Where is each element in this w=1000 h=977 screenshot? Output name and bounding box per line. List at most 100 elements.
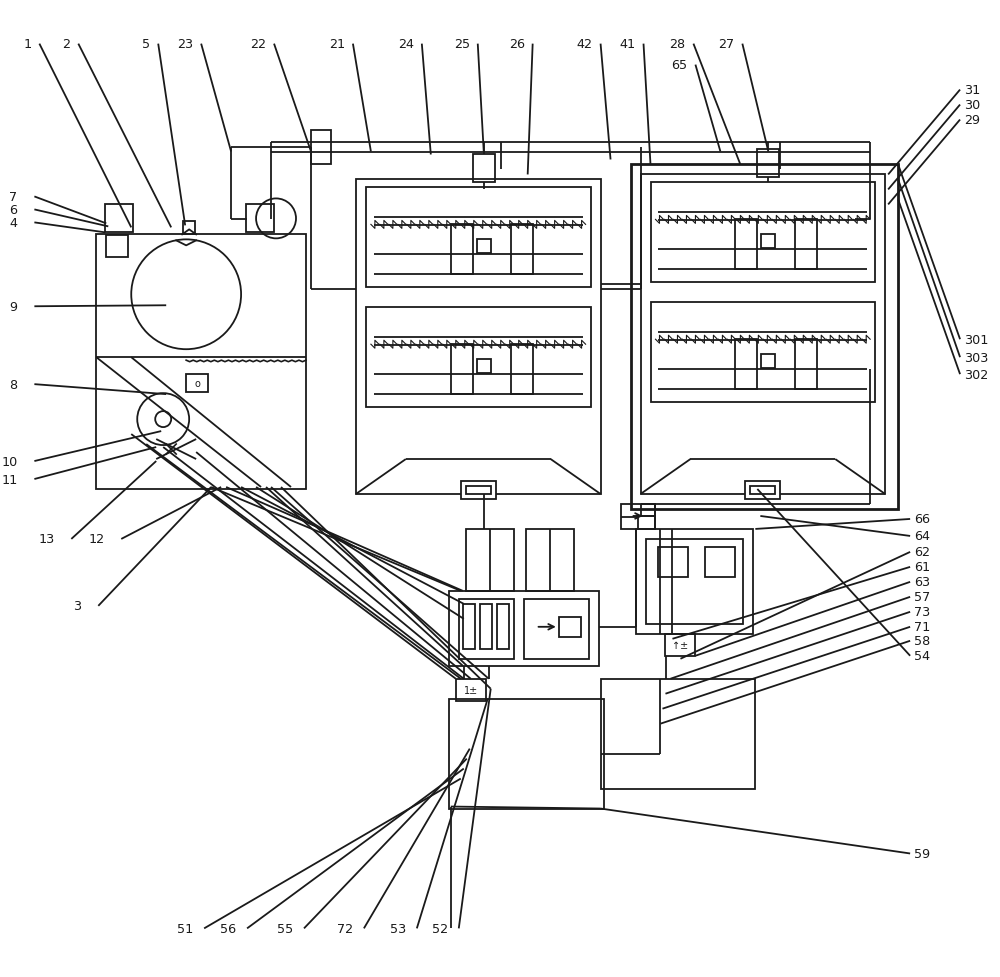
Bar [636,530,753,634]
Bar [461,482,496,499]
Bar [473,155,495,184]
Bar [466,530,514,591]
Bar [480,604,492,649]
Text: 1±: 1± [464,685,478,695]
Text: 5: 5 [142,38,150,51]
Text: 11: 11 [1,473,17,486]
Text: 301: 301 [964,333,988,347]
Text: 1: 1 [23,38,31,51]
Text: 302: 302 [964,368,988,381]
Text: 3: 3 [73,600,81,613]
Text: 30: 30 [964,99,980,112]
Bar [246,205,274,234]
Text: 31: 31 [964,84,980,97]
Bar [463,604,475,649]
Text: 25: 25 [454,38,470,51]
Bar [795,340,817,390]
Bar [96,235,306,489]
Text: 61: 61 [914,561,930,573]
Text: 303: 303 [964,352,988,364]
Bar [186,375,208,393]
Text: 62: 62 [914,546,930,559]
Bar [451,225,473,275]
Text: 72: 72 [337,922,353,935]
Text: 54: 54 [914,650,930,662]
Text: 71: 71 [914,620,930,634]
Text: 52: 52 [432,922,448,935]
Bar [665,634,695,657]
Bar [497,604,509,649]
Text: 13: 13 [38,532,54,546]
Bar [477,360,491,374]
Bar [524,599,589,659]
Text: 65: 65 [671,59,687,72]
Text: 6: 6 [9,203,17,217]
Text: 8: 8 [9,378,17,391]
Text: 7: 7 [9,191,17,204]
Text: 55: 55 [277,922,293,935]
Text: 42: 42 [577,38,593,51]
Bar [366,308,591,407]
Text: 12: 12 [88,532,104,546]
Text: 66: 66 [914,513,930,526]
Text: 56: 56 [220,922,236,935]
Text: 10: 10 [1,455,17,468]
Bar [456,679,486,701]
Bar [795,220,817,270]
Text: 41: 41 [619,38,636,51]
Text: 27: 27 [718,38,734,51]
Text: 73: 73 [914,606,930,618]
Bar [366,189,591,288]
Bar [601,679,755,788]
Text: 64: 64 [914,530,930,543]
Bar [183,222,195,235]
Bar [466,487,491,494]
Bar [646,539,743,624]
Bar [745,482,780,499]
Text: 58: 58 [914,635,930,648]
Bar [459,599,514,659]
Bar [757,150,779,178]
Bar [311,130,331,165]
Text: 57: 57 [914,591,930,604]
Bar [559,617,581,637]
Text: 2: 2 [62,38,70,51]
Bar [449,591,599,666]
Bar [651,184,875,283]
Bar [651,303,875,403]
Bar [735,340,757,390]
Bar [477,240,491,254]
Text: 59: 59 [914,847,930,860]
Text: 4: 4 [9,217,17,230]
Bar [761,235,775,249]
Bar [511,225,533,275]
Bar [631,165,898,509]
Text: 23: 23 [177,38,193,51]
Text: ↑±: ↑± [672,640,689,650]
Text: 28: 28 [669,38,685,51]
Text: o: o [194,379,200,389]
Bar [641,175,885,494]
Text: 9: 9 [9,301,17,314]
Text: 26: 26 [509,38,525,51]
Bar [658,547,688,577]
Bar [526,530,574,591]
Bar [750,487,775,494]
Bar [735,220,757,270]
Bar [105,205,133,234]
Bar [451,345,473,395]
Bar [761,355,775,368]
Bar [621,504,655,530]
Bar [106,236,128,258]
Bar [449,699,604,809]
Text: 29: 29 [964,114,980,127]
Text: 22: 22 [250,38,266,51]
Text: 63: 63 [914,575,930,589]
Text: 21: 21 [329,38,345,51]
Bar [356,181,601,494]
Text: 24: 24 [398,38,414,51]
Bar [705,547,735,577]
Bar [511,345,533,395]
Text: 51: 51 [177,922,193,935]
Text: 53: 53 [390,922,406,935]
